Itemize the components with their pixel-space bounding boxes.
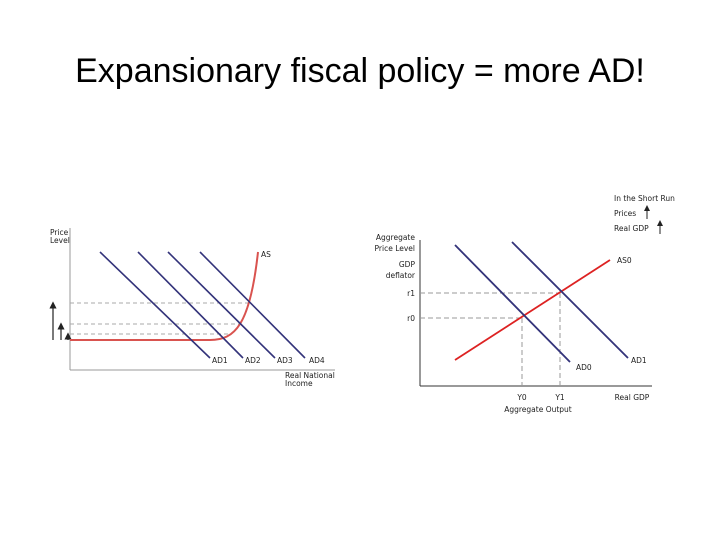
right-diagram: Aggregate Price Level GDP deflator r1 r0… (375, 194, 676, 414)
axis-label: GDP (399, 260, 416, 269)
as-curve (70, 251, 259, 341)
curve-label: AD4 (309, 356, 325, 365)
level-label: r1 (407, 289, 415, 298)
level-label: Y0 (516, 393, 527, 402)
axis-label: Income (285, 379, 313, 388)
curve-label: AD1 (631, 356, 647, 365)
arrows (49, 301, 72, 340)
level-label: r0 (407, 314, 415, 323)
ad-lines (99, 251, 306, 359)
title: Expansionary fiscal policy = more AD! (75, 52, 645, 90)
axis-label: deflator (386, 271, 416, 280)
curve-label: AD2 (245, 356, 261, 365)
axis-label: Aggregate (376, 233, 415, 242)
axis-label: Level (50, 236, 70, 245)
axis-label: Aggregate Output (504, 405, 572, 414)
left-diagram: Price Level Real National Income AS AD1 … (49, 228, 335, 388)
axis-label: Price (50, 228, 69, 237)
curve-label: AD1 (212, 356, 228, 365)
curve-label: AS0 (617, 256, 632, 265)
axis-label: Price Level (375, 244, 415, 253)
level-label: Y1 (554, 393, 565, 402)
ad-line (454, 244, 571, 363)
curve-label: AD0 (576, 363, 592, 372)
guides (70, 302, 250, 335)
axis-label: Real National (285, 371, 335, 380)
guides (420, 292, 561, 386)
curve-label: AS (261, 250, 271, 259)
ad-line (511, 241, 629, 359)
legend-text: Prices (614, 209, 636, 218)
as-line (454, 259, 611, 361)
legend-text: Real GDP (614, 224, 649, 233)
axis-label: Real GDP (615, 393, 650, 402)
curve-label: AD3 (277, 356, 293, 365)
legend-text: In the Short Run (614, 194, 675, 203)
